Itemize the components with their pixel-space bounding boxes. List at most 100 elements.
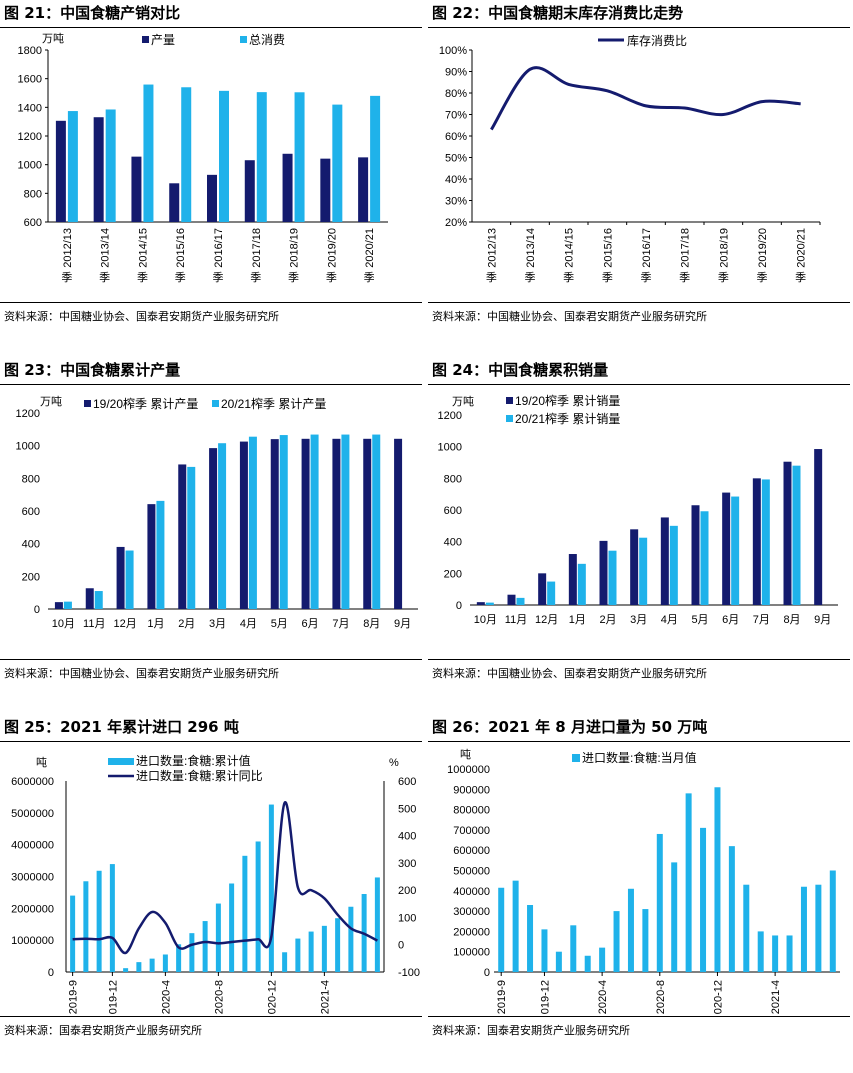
bar-monthly-imports xyxy=(627,888,634,972)
y-unit-label: 吨 xyxy=(460,748,471,761)
y-unit-right: % xyxy=(389,757,399,769)
bar-2021 xyxy=(731,496,740,605)
chart-title: 图 24：中国食糖累积销量 xyxy=(432,361,609,379)
x-tick-label: 2019-9 xyxy=(496,980,508,1014)
bar-2021 xyxy=(639,537,648,605)
x-tick-label: 3月 xyxy=(630,614,647,626)
bar-consumption xyxy=(332,104,343,222)
bar-monthly-imports xyxy=(743,884,750,972)
x-tick-label: 2014/15 xyxy=(137,228,149,268)
bar-2021 xyxy=(156,500,165,609)
x-tick-label: 12月 xyxy=(535,614,558,626)
x-tick-label-suffix: 季 xyxy=(250,271,261,284)
bar-2021 xyxy=(761,479,770,605)
y-tick-label: 300000 xyxy=(453,906,490,918)
title-divider xyxy=(0,27,422,28)
title-divider xyxy=(428,27,850,28)
x-tick-label: 2012/13 xyxy=(486,228,498,268)
x-tick-label: 8月 xyxy=(363,618,380,630)
x-tick-label: 4月 xyxy=(661,614,678,626)
bar-consumption xyxy=(67,111,78,222)
x-tick-label: 10月 xyxy=(474,614,497,626)
y-tick-label: 1600 xyxy=(18,74,42,86)
source-divider xyxy=(0,659,422,660)
legend-swatch xyxy=(240,36,247,43)
y-tick-label: 900000 xyxy=(453,784,490,796)
x-tick-label-suffix: 季 xyxy=(213,271,224,284)
y-tick-label: 1800 xyxy=(18,45,42,57)
x-tick-label: 2月 xyxy=(178,618,195,630)
bar-production xyxy=(358,157,369,222)
x-tick-label: 2020-12 xyxy=(712,980,724,1014)
y-tick-label: 70% xyxy=(445,110,467,122)
x-tick-label-suffix: 季 xyxy=(364,271,375,284)
x-tick-label: 9月 xyxy=(394,618,411,630)
y-tick-label: 100000 xyxy=(453,947,490,959)
y-tick-label: 0 xyxy=(34,604,40,616)
y-tick-label: 800 xyxy=(444,473,462,485)
y-tick-label: 600 xyxy=(22,506,40,518)
bar-cumulative-imports xyxy=(96,870,102,972)
source-note: 资料来源：国泰君安期货产业服务研究所 xyxy=(432,1024,630,1037)
bar-2021 xyxy=(125,550,134,609)
bar-1920 xyxy=(783,461,792,605)
x-tick-label-suffix: 季 xyxy=(641,271,652,284)
x-tick-label: 2021-4 xyxy=(319,980,331,1014)
y-tick-label: 50% xyxy=(445,153,467,165)
bar-chart-cumulative-sales: 万吨 0 200 400 600 800 1000 1200 10月 11月 12月 1月 2月 3月 4月… xyxy=(438,393,838,626)
source-divider xyxy=(0,1016,422,1017)
bar-consumption xyxy=(370,95,381,222)
bar-production xyxy=(244,160,255,222)
y-tick-label: 1200 xyxy=(16,408,40,420)
legend-label: 产量 xyxy=(151,33,175,47)
x-tick-label-suffix: 季 xyxy=(326,271,337,284)
x-tick-label-suffix: 季 xyxy=(563,271,574,284)
bar-cumulative-imports xyxy=(282,952,288,972)
y-tick-label: 60% xyxy=(445,131,467,143)
bar-monthly-imports xyxy=(541,929,548,972)
x-tick-label-suffix: 季 xyxy=(486,271,497,284)
bar-1920 xyxy=(147,504,156,609)
bar-1920 xyxy=(722,492,731,605)
chart-title: 图 25：2021 年累计进口 296 吨 xyxy=(4,718,239,736)
x-tick-label: 2018/19 xyxy=(718,228,730,268)
bar-monthly-imports xyxy=(599,947,606,972)
bar-production xyxy=(207,174,217,222)
bar-cumulative-imports xyxy=(335,918,341,972)
bar-monthly-imports xyxy=(613,911,620,972)
y-tick-label: 1200 xyxy=(18,131,42,143)
bar-monthly-imports xyxy=(642,909,649,972)
x-tick-label: 1月 xyxy=(569,614,586,626)
bar-monthly-imports xyxy=(555,951,562,972)
y-unit-label: 万吨 xyxy=(452,395,474,408)
y-tick-label-right: 600 xyxy=(398,776,416,788)
bar-2021 xyxy=(187,466,196,609)
legend-swatch xyxy=(84,400,91,407)
x-tick-label: 2020-4 xyxy=(597,980,609,1014)
y-tick-label: 80% xyxy=(445,88,467,100)
bar-1920 xyxy=(332,438,341,609)
bar-monthly-imports xyxy=(757,931,764,972)
bar-consumption xyxy=(105,109,116,222)
x-tick-label: 2019/20 xyxy=(326,228,338,268)
x-tick-label: 2018/19 xyxy=(289,228,301,268)
y-tick-label: 600 xyxy=(444,505,462,517)
title-divider xyxy=(428,741,850,742)
bar-chart-monthly-imports: 吨 0 100000 200000 300000 400000 500000 600000 70… xyxy=(447,748,840,1014)
combo-chart-imports: 吨 % 0 1000000 2000000 3000000 4000000 5000000 60… xyxy=(11,753,420,1014)
bar-chart-cumulative-production: 万吨 0 200 400 600 800 1000 1200 10月 11月 12月 1月 2月 3月 4月… xyxy=(16,395,418,630)
x-tick-label: 11月 xyxy=(83,618,105,630)
bar-2021 xyxy=(310,434,319,609)
x-tick-label-suffix: 季 xyxy=(137,271,148,284)
bar-cumulative-imports xyxy=(109,864,115,972)
bar-1920 xyxy=(54,602,63,609)
x-tick-label: 2016/17 xyxy=(213,228,225,268)
x-tick-label: 2015/16 xyxy=(602,228,614,268)
bar-consumption xyxy=(181,87,192,222)
x-tick-label: 2015/16 xyxy=(175,228,187,268)
bar-cumulative-imports xyxy=(374,877,380,972)
y-tick-label: 800000 xyxy=(453,805,490,817)
title-divider xyxy=(428,384,850,385)
y-tick-label: 600 xyxy=(24,217,42,229)
y-tick-label-right: -100 xyxy=(398,967,420,979)
